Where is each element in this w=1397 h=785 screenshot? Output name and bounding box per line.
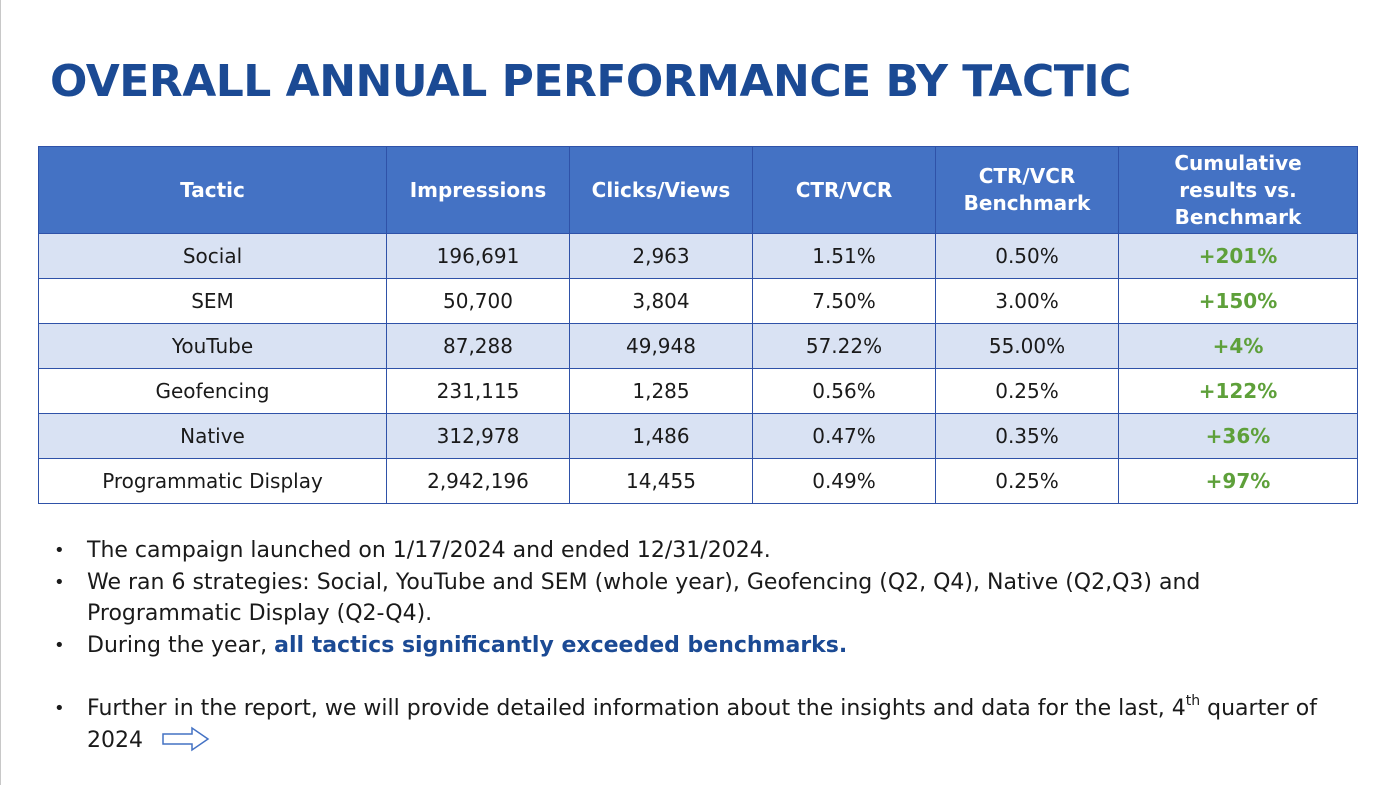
cell-tactic: Programmatic Display <box>38 458 387 504</box>
bullet-item: • During the year, all tactics significa… <box>0 630 1317 662</box>
cell-clicks: 14,455 <box>569 458 753 504</box>
cell-cumulative: +122% <box>1118 368 1358 414</box>
cell-tactic: YouTube <box>38 323 387 369</box>
cell-clicks: 2,963 <box>569 233 753 279</box>
cell-cumulative: +201% <box>1118 233 1358 279</box>
cell-benchmark: 0.25% <box>935 458 1119 504</box>
cell-impressions: 2,942,196 <box>386 458 570 504</box>
header-tactic: Tactic <box>38 146 387 234</box>
cell-tactic: SEM <box>38 278 387 324</box>
cell-cumulative: +36% <box>1118 413 1358 459</box>
cell-ctr: 7.50% <box>752 278 936 324</box>
cell-cumulative: +97% <box>1118 458 1358 504</box>
bullet-item: • Further in the report, we will provide… <box>0 693 1317 756</box>
bullet-item: • The campaign launched on 1/17/2024 and… <box>0 535 1317 567</box>
ordinal-suffix: th <box>1185 693 1201 709</box>
cell-ctr: 57.22% <box>752 323 936 369</box>
cell-benchmark: 55.00% <box>935 323 1119 369</box>
slide-left-edge <box>0 0 1 785</box>
cell-ctr: 0.49% <box>752 458 936 504</box>
table-row: YouTube 87,288 49,948 57.22% 55.00% +4% <box>38 323 1358 369</box>
header-ctr-vcr-benchmark: CTR/VCR Benchmark <box>935 146 1119 234</box>
cell-clicks: 49,948 <box>569 323 753 369</box>
bullet-marker: • <box>54 571 65 593</box>
header-ctr-vcr: CTR/VCR <box>752 146 936 234</box>
cell-impressions: 87,288 <box>386 323 570 369</box>
cell-cumulative: +4% <box>1118 323 1358 369</box>
cell-clicks: 1,486 <box>569 413 753 459</box>
cell-ctr: 0.56% <box>752 368 936 414</box>
bullet-text: We ran 6 strategies: Social, YouTube and… <box>87 569 1201 627</box>
cell-ctr: 1.51% <box>752 233 936 279</box>
cell-clicks: 1,285 <box>569 368 753 414</box>
right-arrow-icon <box>162 726 210 752</box>
cell-cumulative: +150% <box>1118 278 1358 324</box>
table-row: Programmatic Display 2,942,196 14,455 0.… <box>38 458 1358 504</box>
bullet-text: The campaign launched on 1/17/2024 and e… <box>87 538 771 563</box>
cell-impressions: 231,115 <box>386 368 570 414</box>
table-row: SEM 50,700 3,804 7.50% 3.00% +150% <box>38 278 1358 324</box>
bullet-marker: • <box>54 634 65 656</box>
cell-benchmark: 3.00% <box>935 278 1119 324</box>
table-row: Native 312,978 1,486 0.47% 0.35% +36% <box>38 413 1358 459</box>
bullet-marker: • <box>54 540 65 561</box>
header-impressions: Impressions <box>386 146 570 234</box>
header-clicks-views: Clicks/Views <box>569 146 753 234</box>
summary-bullet-list: • The campaign launched on 1/17/2024 and… <box>0 535 1397 756</box>
cell-benchmark: 0.50% <box>935 233 1119 279</box>
header-cumulative-results: Cumulative results vs. Benchmark <box>1118 146 1358 234</box>
bullet-item: • We ran 6 strategies: Social, YouTube a… <box>0 567 1317 630</box>
cell-impressions: 312,978 <box>386 413 570 459</box>
performance-table: Tactic Impressions Clicks/Views CTR/VCR … <box>38 146 1358 504</box>
page-title: OVERALL ANNUAL PERFORMANCE BY TACTIC <box>50 56 1131 107</box>
bullet-text: Further in the report, we will provide d… <box>87 696 1186 721</box>
bullet-marker: • <box>54 698 65 719</box>
cell-ctr: 0.47% <box>752 413 936 459</box>
cell-tactic: Social <box>38 233 387 279</box>
cell-impressions: 196,691 <box>386 233 570 279</box>
bullet-text-tail: quarter of 2024 <box>87 696 1317 753</box>
table-row: Geofencing 231,115 1,285 0.56% 0.25% +12… <box>38 368 1358 414</box>
cell-tactic: Native <box>38 413 387 459</box>
bullet-emphasis: all tactics significantly exceeded bench… <box>274 632 848 658</box>
table-row: Social 196,691 2,963 1.51% 0.50% +201% <box>38 233 1358 279</box>
bullet-text: During the year, <box>87 632 275 658</box>
cell-benchmark: 0.35% <box>935 413 1119 459</box>
cell-clicks: 3,804 <box>569 278 753 324</box>
cell-benchmark: 0.25% <box>935 368 1119 414</box>
cell-impressions: 50,700 <box>386 278 570 324</box>
cell-tactic: Geofencing <box>38 368 387 414</box>
table-header-row: Tactic Impressions Clicks/Views CTR/VCR … <box>38 146 1358 234</box>
